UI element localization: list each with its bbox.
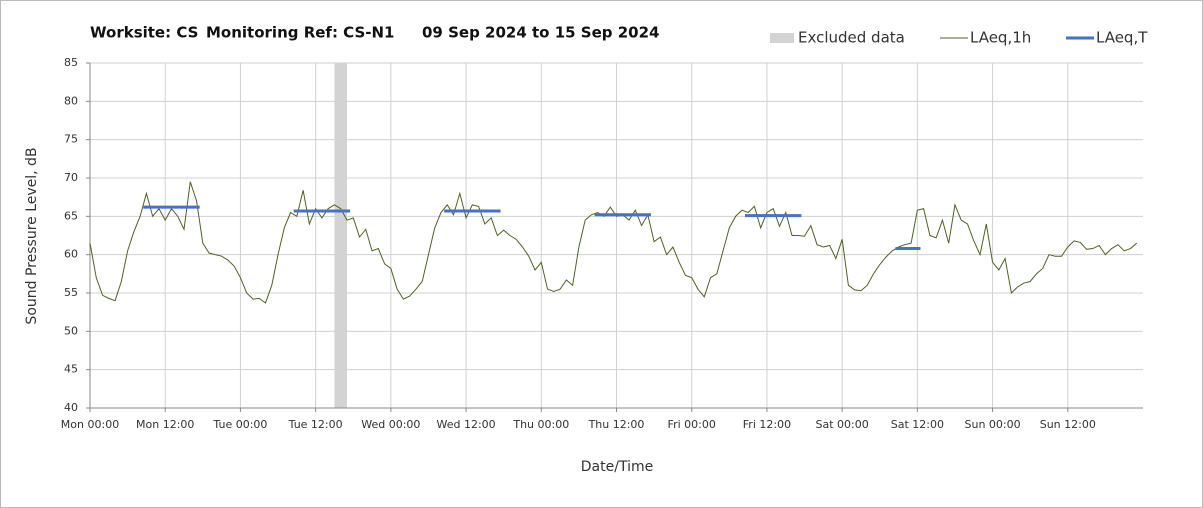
x-tick-label: Mon 12:00 (136, 418, 194, 431)
x-tick-label: Sun 12:00 (1040, 418, 1096, 431)
x-tick-label: Wed 00:00 (361, 418, 420, 431)
x-tick-label: Fri 00:00 (668, 418, 716, 431)
x-tick-label: Tue 00:00 (212, 418, 267, 431)
x-tick-label: Fri 12:00 (743, 418, 791, 431)
line-series (89, 181, 1138, 304)
x-tick-label: Wed 12:00 (436, 418, 495, 431)
legend-swatch (770, 33, 794, 43)
y-tick-label: 60 (64, 248, 78, 261)
y-tick-label: 70 (64, 171, 78, 184)
legend-label: LAeq,1h (970, 29, 1031, 47)
x-tick-label: Thu 00:00 (512, 418, 569, 431)
x-tick-label: Sat 00:00 (816, 418, 869, 431)
x-tick-label: Tue 12:00 (288, 418, 343, 431)
x-tick-label: Sat 12:00 (891, 418, 944, 431)
y-tick-label: 85 (64, 56, 78, 69)
legend-label: Excluded data (798, 29, 905, 47)
y-tick-label: 75 (64, 133, 78, 146)
chart-title: Worksite: CS (90, 24, 198, 42)
x-tick-label: Mon 00:00 (61, 418, 119, 431)
y-tick-label: 55 (64, 286, 78, 299)
y-tick-label: 80 (64, 94, 78, 107)
excluded-band (334, 63, 347, 408)
y-tick-label: 40 (64, 401, 78, 414)
legend-label: LAeq,T (1096, 29, 1148, 47)
x-tick-label: Thu 12:00 (588, 418, 645, 431)
chart-title: 09 Sep 2024 to 15 Sep 2024 (422, 24, 659, 42)
x-tick-label: Sun 00:00 (965, 418, 1021, 431)
x-axis-label: Date/Time (581, 459, 653, 475)
y-tick-label: 45 (64, 363, 78, 376)
y-tick-label: 65 (64, 209, 78, 222)
y-tick-label: 50 (64, 324, 78, 337)
chart-title: Monitoring Ref: CS-N1 (206, 24, 394, 42)
y-axis-label: Sound Pressure Level, dB (24, 147, 40, 324)
